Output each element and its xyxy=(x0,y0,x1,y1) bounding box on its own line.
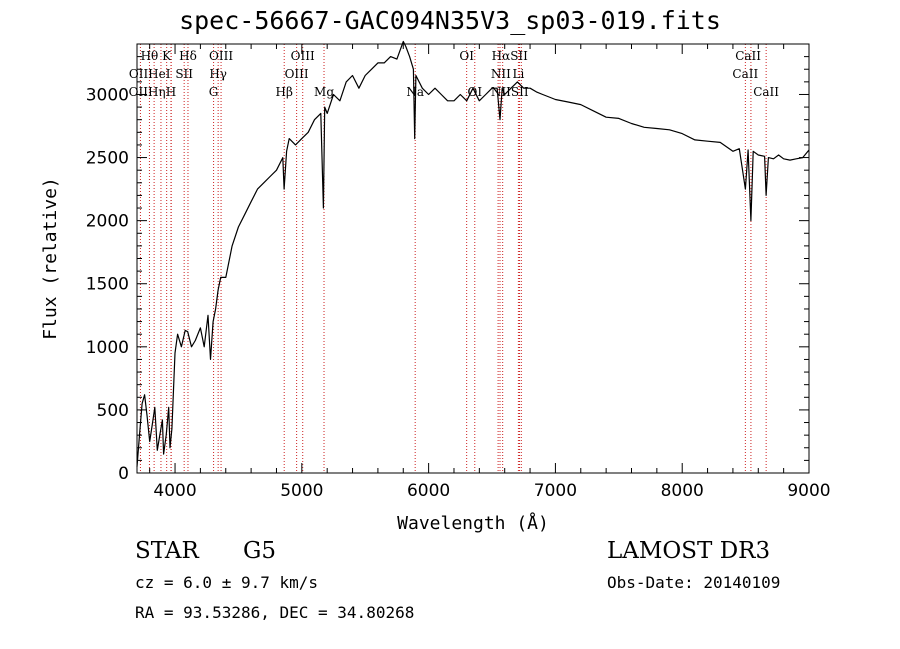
line-label-17: G xyxy=(209,85,219,99)
line-label-12: NII xyxy=(491,67,511,81)
line-label-22: NIISII xyxy=(491,85,529,99)
line-label-15: OIIHη xyxy=(129,85,166,99)
axes: 4000 5000 6000 7000 8000 9000 0 500 1000 1500 2000… xyxy=(40,43,831,534)
line-label-13: Li xyxy=(512,67,524,81)
line-label-16: H xyxy=(166,85,176,99)
redshift-readout: cz = 6.0 ± 9.7 km/s xyxy=(135,573,319,592)
x-tick-label-5: 9000 xyxy=(787,481,830,501)
chart-title: spec-56667-GAC094N35V3_sp03-019.fits xyxy=(179,6,721,35)
y-tick-label-6: 3000 xyxy=(86,85,129,105)
line-label-7: CaII xyxy=(735,49,761,63)
line-label-10: Hγ xyxy=(209,67,227,81)
line-label-18: Hβ xyxy=(276,85,293,99)
y-tick-label-2: 1000 xyxy=(86,338,129,358)
line-label-14: CaII xyxy=(732,67,758,81)
line-label-2: Hδ xyxy=(179,49,197,63)
line-labels: Hθ K Hδ OIII OIII OI HαSII CaII OIIHeI SII Hγ OIII N… xyxy=(129,49,780,99)
line-label-5: OI xyxy=(459,49,474,63)
y-tick-label-1: 500 xyxy=(97,401,129,421)
emission-line-markers xyxy=(139,44,767,473)
plot-frame xyxy=(136,43,810,474)
line-label-9: SII xyxy=(175,67,193,81)
line-label-4: OIII xyxy=(291,49,315,63)
object-class: STAR xyxy=(135,538,199,564)
line-label-23: CaII xyxy=(753,85,779,99)
line-label-8: OIIHeI xyxy=(129,67,171,81)
y-tick-label-0: 0 xyxy=(118,464,129,484)
x-tick-label-1: 5000 xyxy=(280,481,323,501)
ra-dec-readout: RA = 93.53286, DEC = 34.80268 xyxy=(135,603,415,622)
line-label-21: OI xyxy=(467,85,482,99)
line-label-6: HαSII xyxy=(492,49,529,63)
x-tick-label-2: 6000 xyxy=(407,481,450,501)
line-label-20: Na xyxy=(406,85,424,99)
line-label-11: OIII xyxy=(285,67,309,81)
x-tick-label-4: 8000 xyxy=(661,481,704,501)
line-label-3: OIII xyxy=(209,49,233,63)
y-tick-label-3: 1500 xyxy=(86,275,129,295)
x-axis-label: Wavelength (Å) xyxy=(397,512,549,534)
y-tick-label-4: 2000 xyxy=(86,212,129,232)
subclass: G5 xyxy=(243,538,277,564)
line-label-19: Mg xyxy=(314,85,334,99)
line-label-1: K xyxy=(162,49,172,63)
spectrum-series xyxy=(136,40,810,467)
y-axis-label: Flux (relative) xyxy=(40,177,61,340)
line-label-0: Hθ xyxy=(141,49,159,63)
x-tick-label-3: 7000 xyxy=(534,481,577,501)
series-line-0 xyxy=(136,40,810,467)
survey-name: LAMOST DR3 xyxy=(607,538,771,564)
obs-date: Obs-Date: 20140109 xyxy=(607,573,781,592)
y-tick-label-5: 2500 xyxy=(86,149,129,169)
x-tick-label-0: 4000 xyxy=(153,481,196,501)
